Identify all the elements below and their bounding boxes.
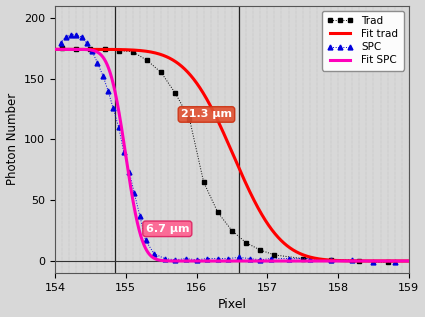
Fit trad <box>198 87 204 91</box>
Trad <box>116 49 121 53</box>
Trad <box>244 241 249 245</box>
Text: 6.7 μm: 6.7 μm <box>146 224 189 234</box>
Trad <box>130 50 136 54</box>
SPC <box>392 260 397 264</box>
Text: 21.3 μm: 21.3 μm <box>181 109 232 120</box>
Trad <box>230 229 235 232</box>
Y-axis label: Photon Number: Photon Number <box>6 93 19 185</box>
Fit SPC <box>388 259 393 263</box>
SPC <box>121 150 126 153</box>
SPC <box>74 33 79 37</box>
SPC <box>173 258 178 262</box>
Trad <box>300 257 305 261</box>
SPC <box>68 33 73 37</box>
Fit trad <box>388 259 393 263</box>
SPC <box>215 257 220 261</box>
Fit trad <box>91 48 96 51</box>
Line: Fit SPC: Fit SPC <box>20 49 425 261</box>
Trad <box>272 253 277 257</box>
X-axis label: Pixel: Pixel <box>218 298 246 311</box>
SPC <box>79 35 85 39</box>
SPC <box>127 170 132 174</box>
Trad <box>159 71 164 74</box>
SPC <box>137 214 142 218</box>
Line: Fit trad: Fit trad <box>20 49 425 261</box>
Trad <box>144 58 150 62</box>
Fit trad <box>17 48 22 51</box>
SPC <box>95 61 100 65</box>
Trad <box>215 210 220 214</box>
Trad <box>173 91 178 95</box>
SPC <box>143 238 148 242</box>
SPC <box>329 258 334 262</box>
SPC <box>236 256 241 259</box>
Fit SPC <box>17 48 22 51</box>
SPC <box>101 74 106 78</box>
SPC <box>132 191 137 195</box>
Fit trad <box>180 65 185 69</box>
Trad <box>102 48 107 51</box>
Trad <box>88 48 93 51</box>
Line: SPC: SPC <box>58 32 397 265</box>
Legend: Trad, Fit trad, SPC, Fit SPC: Trad, Fit trad, SPC, Fit SPC <box>322 11 404 71</box>
SPC <box>89 49 94 53</box>
SPC <box>183 257 188 261</box>
Trad <box>357 259 362 263</box>
SPC <box>247 257 252 261</box>
SPC <box>226 257 231 261</box>
Fit SPC <box>180 259 185 263</box>
SPC <box>105 89 111 93</box>
SPC <box>371 260 376 264</box>
SPC <box>151 252 156 256</box>
Trad <box>329 258 334 262</box>
Trad <box>201 180 206 184</box>
SPC <box>194 258 199 262</box>
Trad <box>60 46 65 50</box>
Fit SPC <box>91 49 96 52</box>
Fit SPC <box>65 48 71 51</box>
Line: Trad: Trad <box>60 46 390 265</box>
SPC <box>268 257 273 261</box>
SPC <box>110 106 116 110</box>
SPC <box>286 257 291 261</box>
SPC <box>116 125 121 129</box>
Trad <box>74 48 79 51</box>
SPC <box>58 41 63 45</box>
Trad <box>187 117 192 120</box>
SPC <box>84 41 89 45</box>
SPC <box>350 258 355 262</box>
SPC <box>307 257 312 261</box>
SPC <box>162 257 167 261</box>
SPC <box>63 35 68 39</box>
Fit SPC <box>230 259 235 263</box>
SPC <box>258 258 263 262</box>
Trad <box>385 260 390 264</box>
Fit trad <box>65 48 71 51</box>
Fit SPC <box>198 259 204 263</box>
Trad <box>258 248 263 252</box>
SPC <box>204 257 210 261</box>
